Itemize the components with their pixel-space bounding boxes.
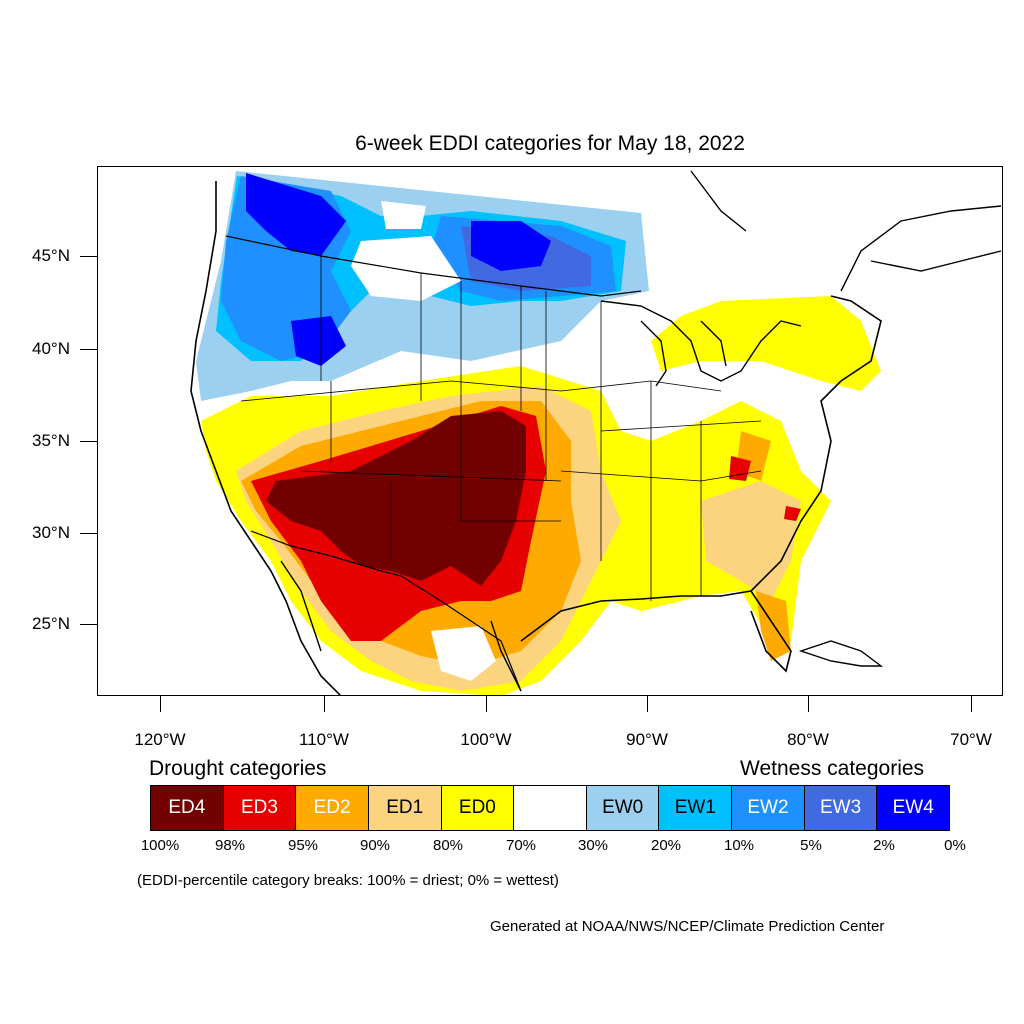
percentile-break: 0%	[944, 837, 966, 854]
legend-swatch: EW3	[804, 786, 878, 830]
lat-tick	[80, 533, 97, 534]
percentile-break: 95%	[287, 837, 319, 854]
lat-tick	[80, 441, 97, 442]
lat-tick	[80, 624, 97, 625]
percentile-break: 98%	[214, 837, 246, 854]
wet-region-ew4	[246, 173, 346, 256]
canada-coast	[690, 170, 1002, 292]
wet-region-ew4b	[291, 316, 346, 366]
lat-tick	[80, 349, 97, 350]
normal-region	[431, 626, 496, 681]
legend-swatch: EW4	[877, 786, 950, 830]
legend-swatch: ED2	[296, 786, 369, 830]
lon-tick	[486, 696, 487, 712]
map-panel	[97, 166, 1003, 696]
percentile-break: 10%	[723, 837, 755, 854]
legend-swatch: EW2	[732, 786, 805, 830]
legend-swatch: ED0	[441, 786, 515, 830]
mexico-coast	[280, 560, 522, 692]
lat-label-25: 25°N	[32, 614, 70, 633]
wetness-categories-heading: Wetness categories	[740, 757, 925, 780]
dry-region-ed3-nc	[729, 456, 751, 481]
lat-label-30: 30°N	[32, 523, 70, 542]
lon-tick	[160, 696, 161, 712]
lon-label-80w: 80°W	[787, 730, 829, 749]
dry-region-ed1-se	[701, 481, 801, 601]
normal-region	[381, 201, 426, 229]
dry-region-ed0-ne	[651, 296, 881, 391]
legend-swatch: ED1	[368, 786, 442, 830]
gulf-coastline	[520, 590, 792, 673]
lon-label-100w: 100°W	[460, 730, 512, 749]
legend-swatch: ED3	[223, 786, 297, 830]
legend-color-bar: ED4 ED3 ED2 ED1 ED0 EW0 EW1 EW2 EW3 EW4	[150, 785, 950, 831]
lon-label-120w: 120°W	[134, 730, 186, 749]
percentile-break: 20%	[650, 837, 682, 854]
percentile-break: 80%	[432, 837, 464, 854]
map-title: 6-week EDDI categories for May 18, 2022	[355, 132, 745, 155]
lon-tick	[324, 696, 325, 712]
credit-line: Generated at NOAA/NWS/NCEP/Climate Predi…	[490, 918, 885, 935]
lon-label-110w: 110°W	[299, 730, 349, 749]
atlantic-coastline	[750, 295, 882, 592]
lon-label-70w: 70°W	[950, 730, 992, 749]
us-canada-border	[225, 235, 642, 297]
legend-swatch: ED4	[151, 786, 224, 830]
lat-label-45: 45°N	[32, 246, 70, 265]
normal-region	[351, 236, 461, 301]
lon-label-90w: 90°W	[626, 730, 668, 749]
lon-tick	[647, 696, 648, 712]
us-mexico-border	[250, 530, 522, 692]
category-breaks-note: (EDDI-percentile category breaks: 100% =…	[137, 872, 559, 889]
wet-region-ew4c	[471, 221, 551, 271]
eddi-map	[190, 170, 1002, 695]
legend-swatch	[514, 786, 587, 830]
percentile-break: 70%	[505, 837, 537, 854]
lon-tick	[808, 696, 809, 712]
dry-region-ed3-sc	[784, 506, 801, 521]
cuba-coast	[798, 640, 884, 667]
lat-label-35: 35°N	[32, 431, 70, 450]
percentile-break: 100%	[140, 837, 180, 854]
lat-label-40: 40°N	[32, 339, 70, 358]
percentile-break: 2%	[873, 837, 895, 854]
lon-tick	[971, 696, 972, 712]
percentile-break: 90%	[359, 837, 391, 854]
legend-swatch: EW1	[659, 786, 733, 830]
drought-categories-heading: Drought categories	[149, 757, 327, 780]
percentile-break: 5%	[800, 837, 822, 854]
legend-swatch: EW0	[586, 786, 660, 830]
coastline	[190, 181, 342, 695]
state-borders	[240, 256, 762, 601]
great-lakes	[600, 300, 802, 387]
percentile-break: 30%	[577, 837, 609, 854]
lat-tick	[80, 256, 97, 257]
